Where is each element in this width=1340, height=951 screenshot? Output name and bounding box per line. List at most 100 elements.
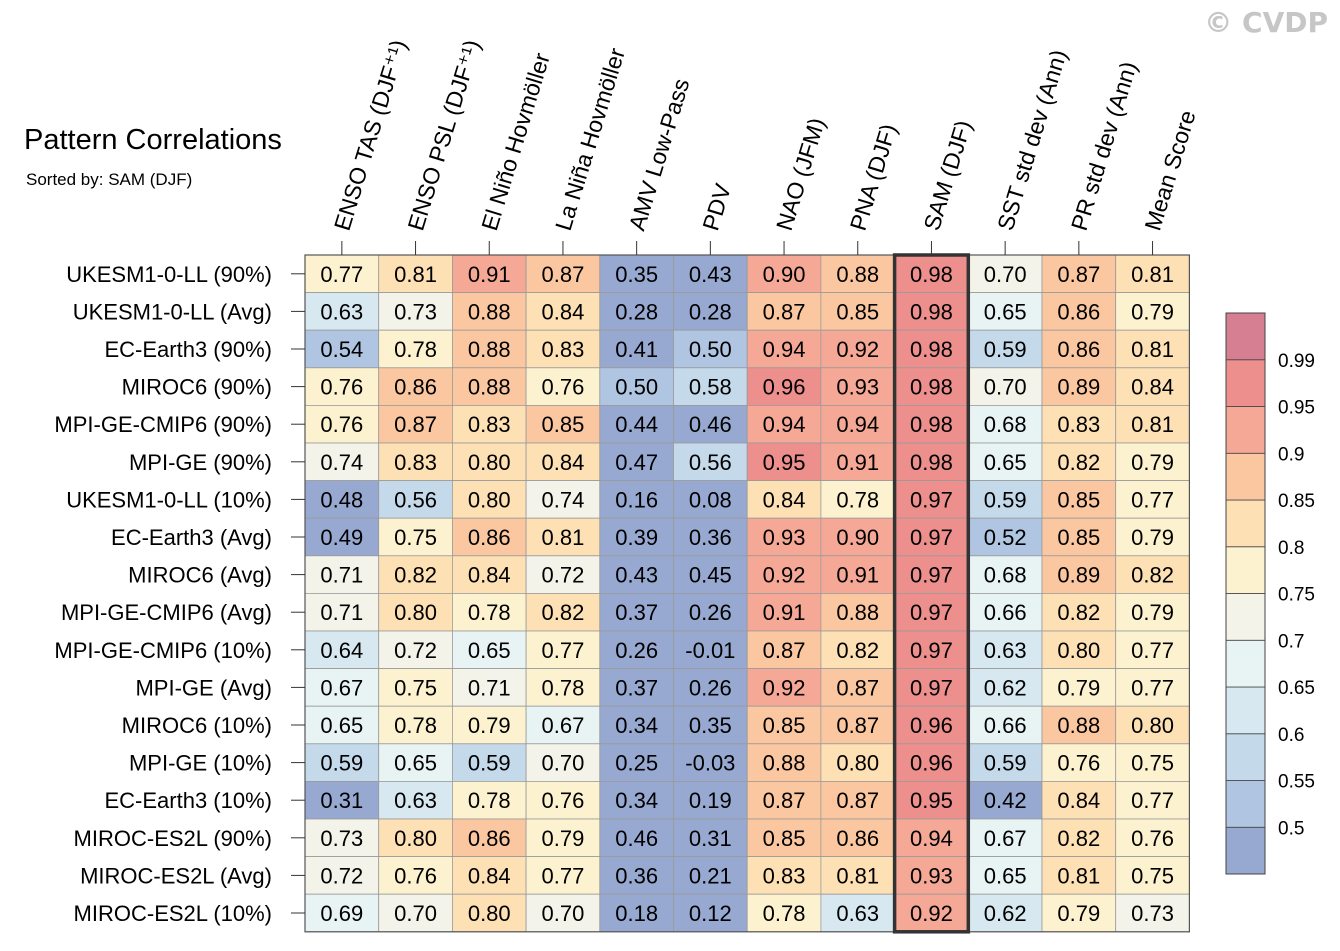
cell-value-label: 0.91 (468, 262, 511, 287)
heatmap-cell (525, 856, 601, 895)
cell-value-label: 0.76 (1057, 751, 1100, 776)
heatmap-cell (304, 292, 380, 331)
cell-value-label: 0.81 (1131, 262, 1174, 287)
cell-value-label: 0.97 (910, 638, 953, 663)
heatmap-cell (894, 480, 969, 519)
cell-value-label: 0.67 (320, 675, 363, 700)
cell-value-label: 0.91 (836, 450, 879, 475)
heatmap-cell (746, 781, 822, 820)
heatmap-cell (599, 705, 674, 745)
grid-border (304, 254, 1191, 933)
cell-value-label: 0.79 (1057, 901, 1100, 926)
column-label: ENSO TAS (DJF⁺¹) (329, 37, 412, 234)
cell-value-label: 0.94 (910, 826, 953, 851)
heatmap-cell (673, 404, 748, 444)
cell-value-label: 0.80 (468, 450, 511, 475)
heatmap-cell (746, 593, 822, 632)
cell-value-label: 0.80 (394, 826, 437, 851)
colorbar-tick-label: 0.5 (1278, 818, 1304, 839)
cell-value-label: 0.12 (689, 901, 732, 926)
cell-value-label: 0.88 (1057, 713, 1100, 738)
cell-value-label: 0.76 (542, 375, 585, 400)
heatmap-cell (673, 442, 748, 481)
cell-value-label: 0.81 (394, 262, 437, 287)
row-label: EC-Earth3 (Avg) (111, 525, 272, 550)
cell-value-label: 0.93 (836, 375, 879, 400)
cell-value-label: 0.59 (468, 751, 511, 776)
heatmap-cell (1041, 668, 1117, 707)
heatmap-cell (378, 367, 453, 406)
heatmap-cell (1041, 292, 1117, 331)
cell-value-label: 0.86 (468, 525, 511, 550)
cell-value-label: 0.59 (984, 487, 1027, 512)
cell-value-label: 0.79 (542, 826, 585, 851)
heatmap-cell (894, 893, 969, 933)
cell-value-label: 0.75 (394, 525, 437, 550)
cell-value-label: 0.31 (320, 788, 363, 813)
colorbar-segment (1225, 499, 1266, 548)
heatmap-cell (1115, 404, 1190, 444)
cell-value-label: 0.80 (468, 901, 511, 926)
cell-value-label: 0.81 (1131, 337, 1174, 362)
cell-value-label: 0.47 (615, 450, 658, 475)
cell-value-label: 0.37 (615, 600, 658, 625)
cell-value-label: 0.67 (984, 826, 1027, 851)
heatmap-cell (1041, 893, 1117, 933)
heatmap-cell (820, 781, 896, 820)
cell-value-label: 0.77 (1131, 487, 1174, 512)
cell-value-label: 0.76 (542, 788, 585, 813)
cell-value-label: 0.49 (320, 525, 363, 550)
cell-value-label: 0.86 (1057, 299, 1100, 324)
heatmap-cell (746, 743, 822, 782)
cell-value-label: 0.77 (1131, 675, 1174, 700)
cell-value-label: 0.73 (394, 299, 437, 324)
cell-value-label: 0.88 (763, 751, 806, 776)
heatmap-cell (304, 856, 380, 895)
heatmap-cell (378, 893, 453, 933)
cell-value-label: 0.96 (910, 713, 953, 738)
cell-value-label: 0.66 (984, 713, 1027, 738)
cell-value-label: 0.98 (910, 262, 953, 287)
cell-value-label: 0.72 (542, 563, 585, 588)
heatmap-cell (304, 781, 380, 820)
heatmap-cell (1115, 329, 1190, 369)
heatmap-cell (746, 705, 822, 745)
cell-value-label: 0.41 (615, 337, 658, 362)
cell-value-label: 0.84 (468, 563, 511, 588)
cell-value-label: 0.70 (984, 375, 1027, 400)
cell-value-label: 0.65 (394, 751, 437, 776)
cell-value-label: 0.83 (1057, 412, 1100, 437)
cell-value-label: 0.79 (1057, 675, 1100, 700)
cell-value-label: 0.76 (394, 863, 437, 888)
cell-value-label: 0.88 (836, 262, 879, 287)
heatmap-cell (304, 555, 380, 594)
cell-value-label: 0.67 (542, 713, 585, 738)
cell-value-label: 0.94 (763, 337, 806, 362)
cvdp-watermark: © CVDP (1204, 6, 1328, 39)
heatmap-cell (378, 480, 453, 519)
heatmap-cell (525, 818, 601, 857)
heatmap-cell (525, 480, 601, 519)
cell-value-label: 0.50 (689, 337, 732, 362)
heatmap-cell (451, 743, 527, 782)
cell-value-label: 0.84 (763, 487, 806, 512)
heatmap-cell (525, 517, 601, 557)
cell-value-label: 0.92 (836, 337, 879, 362)
heatmap-cell (673, 818, 748, 857)
cell-value-label: 0.65 (320, 713, 363, 738)
cell-value-label: 0.90 (836, 525, 879, 550)
row-label: EC-Earth3 (90%) (104, 337, 272, 362)
heatmap-cell (525, 593, 601, 632)
column-label: El Niño Hovmöller (476, 50, 555, 234)
row-label: MPI-GE-CMIP6 (90%) (54, 412, 272, 437)
heatmap-cell (967, 781, 1043, 820)
cell-value-label: 0.70 (542, 901, 585, 926)
cell-value-label: 0.63 (320, 299, 363, 324)
heatmap-cell (599, 442, 674, 481)
cell-value-label: 0.98 (910, 337, 953, 362)
cell-value-label: 0.21 (689, 863, 732, 888)
cell-value-label: 0.46 (689, 412, 732, 437)
cell-value-label: 0.97 (910, 675, 953, 700)
heatmap-cell (451, 668, 527, 707)
